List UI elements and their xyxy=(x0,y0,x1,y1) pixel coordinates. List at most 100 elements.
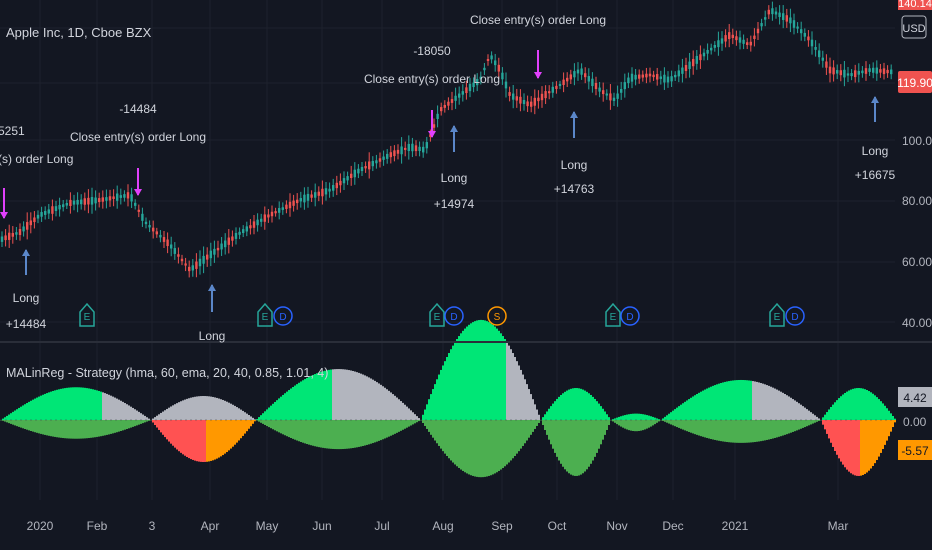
event-marker-e[interactable]: E xyxy=(79,302,95,327)
osc-bar xyxy=(28,401,30,420)
osc-bar-mirror xyxy=(274,420,276,431)
long-signal[interactable]: Long xyxy=(199,284,226,343)
time-axis-label: Nov xyxy=(606,519,627,533)
event-marker-d[interactable]: D xyxy=(785,306,805,326)
long-signal[interactable]: Long +14484 xyxy=(6,249,47,331)
osc-bar xyxy=(40,395,42,420)
event-marker-e[interactable]: E xyxy=(257,302,273,327)
candle-body xyxy=(227,237,230,245)
osc-bar-mirror xyxy=(72,420,74,439)
candle-body xyxy=(576,69,580,74)
event-marker-d[interactable]: D xyxy=(273,306,293,326)
candle-body xyxy=(76,199,79,205)
osc-bar-mirror xyxy=(88,420,90,439)
osc-bar-mirror xyxy=(160,412,162,420)
osc-bar xyxy=(684,401,686,420)
osc-bar xyxy=(152,420,154,423)
osc-bar xyxy=(212,420,214,461)
event-marker-e[interactable]: E xyxy=(429,302,445,327)
osc-bar xyxy=(600,420,602,445)
osc-bar xyxy=(168,420,170,442)
osc-bar-mirror xyxy=(178,402,180,420)
symbol-title[interactable]: Apple Inc, 1D, Cboe BZX xyxy=(6,25,152,40)
osc-bar xyxy=(878,420,880,457)
osc-bar xyxy=(304,379,306,420)
candle-body xyxy=(857,70,860,75)
close-signal[interactable]: Close entry(s) order Long xyxy=(470,13,606,79)
event-marker-d[interactable]: D xyxy=(444,306,464,326)
osc-bar-mirror xyxy=(356,420,358,448)
long-signal[interactable]: Long +14763 xyxy=(554,111,595,196)
candle-body xyxy=(54,206,58,212)
osc-bar-mirror xyxy=(844,392,846,420)
osc-bar-mirror xyxy=(554,401,556,420)
candle-body xyxy=(688,61,691,70)
osc-bar xyxy=(770,386,772,420)
candle-body xyxy=(447,101,450,106)
candle-body xyxy=(756,28,760,34)
osc-bar-mirror xyxy=(348,420,350,449)
osc-bar-mirror xyxy=(634,413,636,420)
osc-bar-mirror xyxy=(550,406,552,420)
price-axis[interactable]: 100.00 80.00 60.00 40.00 xyxy=(902,134,932,330)
candle-body xyxy=(249,225,252,229)
event-marker-e[interactable]: E xyxy=(769,302,785,327)
osc-bar xyxy=(552,420,554,449)
event-shape xyxy=(79,302,95,327)
osc-bar-mirror xyxy=(604,411,606,420)
event-marker-s[interactable]: S xyxy=(487,306,507,326)
osc-bar xyxy=(466,326,468,420)
event-shape xyxy=(273,306,293,326)
close-signal[interactable]: -18050 Close entry(s) order Long xyxy=(364,44,500,138)
signal-label: Close entry(s) order Long xyxy=(470,13,606,27)
osc-bar xyxy=(572,420,574,476)
event-marker-e[interactable]: E xyxy=(605,302,621,327)
osc-bar xyxy=(98,390,100,420)
long-signal[interactable]: Long +14974 xyxy=(434,125,475,211)
candle-body xyxy=(116,193,119,201)
event-marker-d[interactable]: D xyxy=(620,306,640,326)
osc-bar xyxy=(870,420,872,469)
osc-bar-mirror xyxy=(860,388,862,420)
candle-body xyxy=(130,194,133,202)
candle-body xyxy=(461,91,464,95)
signal-label: Long xyxy=(199,329,226,343)
osc-bar-mirror xyxy=(130,420,132,428)
indicator-title[interactable]: MALinReg - Strategy (hma, 60, ema, 20, 4… xyxy=(6,366,328,380)
close-signal[interactable]: -14484 Close entry(s) order Long xyxy=(70,102,206,196)
candle-body xyxy=(652,74,655,78)
osc-bar xyxy=(376,382,378,420)
osc-bar xyxy=(60,388,62,420)
candle-body xyxy=(501,72,504,80)
osc-bar-mirror xyxy=(584,390,586,420)
osc-bar xyxy=(268,407,270,420)
candle-body xyxy=(598,87,601,92)
osc-bar-mirror xyxy=(94,420,96,438)
osc-bar-mirror xyxy=(284,420,286,436)
osc-bar-mirror xyxy=(128,420,130,429)
osc-bar xyxy=(204,420,206,462)
time-axis[interactable]: 2020 Feb 3 Apr May Jun Jul Aug Sep Oct Nov Dec 2021 M… xyxy=(27,519,849,533)
osc-bar xyxy=(196,420,198,462)
candle-body xyxy=(774,11,778,15)
candle-body xyxy=(623,82,626,90)
osc-bar-mirror xyxy=(762,420,764,441)
long-signal[interactable]: Long +16675 xyxy=(855,96,896,182)
osc-bar-mirror xyxy=(838,398,840,420)
osc-bar xyxy=(716,384,718,420)
osc-bar-mirror xyxy=(106,420,108,435)
osc-bar xyxy=(670,412,672,420)
osc-bar-mirror xyxy=(424,420,426,426)
osc-bar xyxy=(310,375,312,420)
osc-bar xyxy=(550,420,552,445)
osc-bar-mirror xyxy=(628,414,630,420)
osc-bar-mirror xyxy=(646,415,648,420)
osc-bar-mirror xyxy=(176,403,178,420)
osc-bar-mirror xyxy=(724,420,726,442)
osc-bar xyxy=(732,380,734,420)
close-signal[interactable]: 5251 (s) order Long xyxy=(0,124,73,219)
currency-button[interactable]: USD xyxy=(901,15,927,39)
osc-bar-mirror xyxy=(142,420,144,424)
